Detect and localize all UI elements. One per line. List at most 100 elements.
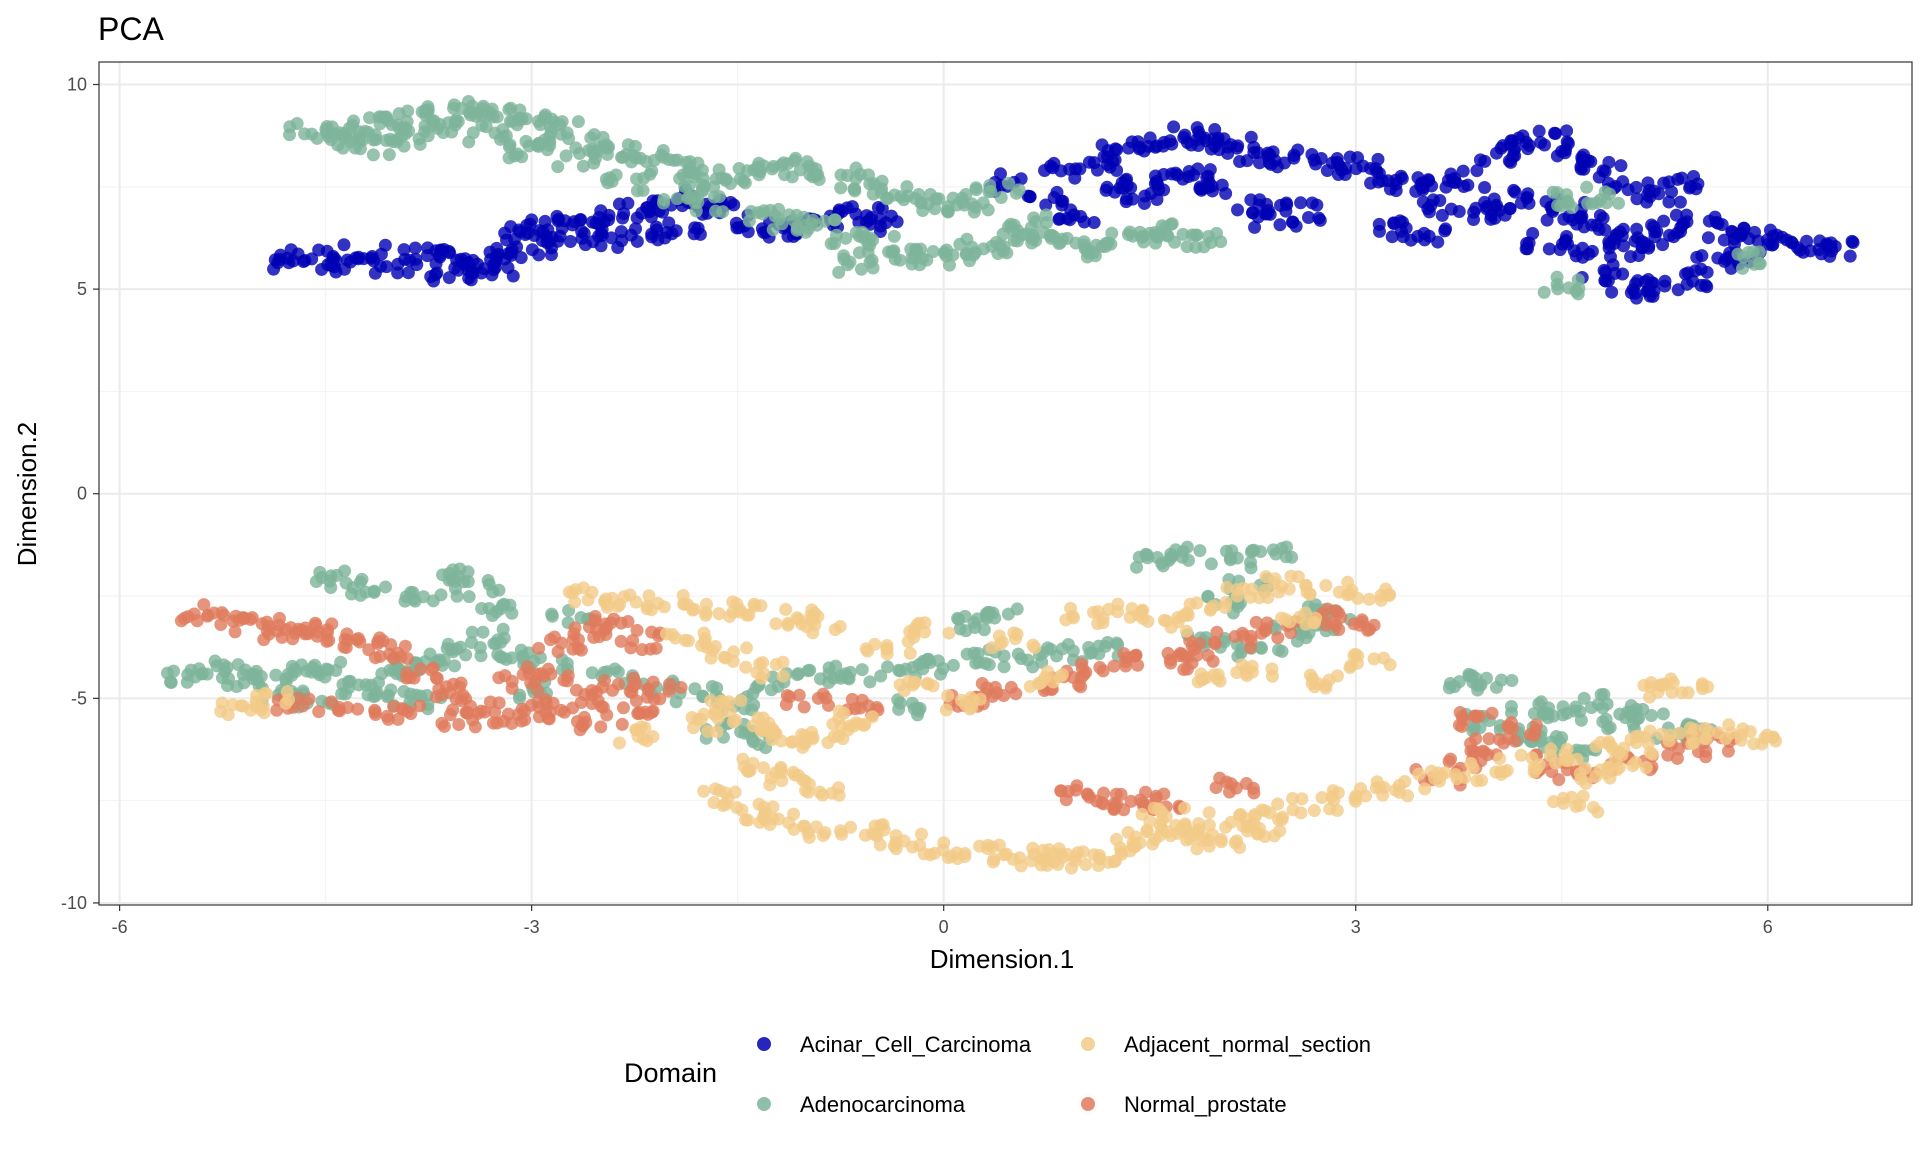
data-point <box>999 847 1013 861</box>
data-point <box>1571 287 1585 301</box>
data-point <box>1665 185 1679 199</box>
chart-title: PCA <box>98 11 164 47</box>
data-point <box>1719 732 1733 746</box>
data-point <box>1736 261 1750 275</box>
data-point <box>366 148 380 162</box>
data-point <box>848 702 862 716</box>
data-point <box>1159 614 1173 628</box>
data-point <box>1241 824 1255 838</box>
data-point <box>594 720 608 734</box>
data-point <box>390 667 404 681</box>
data-point <box>338 564 352 578</box>
data-point <box>1373 780 1387 794</box>
data-point <box>997 689 1011 703</box>
data-point <box>764 683 778 697</box>
data-point <box>551 645 565 659</box>
data-point <box>1191 138 1205 152</box>
data-point <box>880 638 894 652</box>
data-point <box>1644 676 1658 690</box>
data-point <box>789 151 803 165</box>
data-point <box>273 248 287 262</box>
data-point <box>1146 837 1160 851</box>
data-point <box>1523 728 1537 742</box>
data-point <box>1734 733 1748 747</box>
data-point <box>1766 229 1780 243</box>
data-point <box>797 700 811 714</box>
data-point <box>1273 218 1287 232</box>
data-point <box>757 809 771 823</box>
data-point <box>561 669 575 683</box>
data-point <box>1265 662 1279 676</box>
data-point <box>1193 544 1207 558</box>
data-point <box>602 208 616 222</box>
data-point <box>577 226 591 240</box>
data-point <box>379 110 393 124</box>
data-point <box>269 668 283 682</box>
data-point <box>1612 196 1626 210</box>
data-point <box>587 128 601 142</box>
data-point <box>1114 787 1128 801</box>
data-point <box>1548 127 1562 141</box>
data-point <box>1183 597 1197 611</box>
data-point <box>1055 668 1069 682</box>
data-point <box>769 617 783 631</box>
data-point <box>434 588 448 602</box>
data-point <box>877 823 891 837</box>
data-point <box>1286 791 1300 805</box>
data-point <box>1150 550 1164 564</box>
data-point <box>321 663 335 677</box>
data-point <box>884 209 898 223</box>
data-point <box>844 820 858 834</box>
data-point <box>1169 166 1183 180</box>
data-point <box>312 705 326 719</box>
y-tick-label: 0 <box>77 484 87 504</box>
data-point <box>1099 236 1113 250</box>
data-point <box>479 120 493 134</box>
data-point <box>458 258 472 272</box>
data-point <box>229 609 243 623</box>
data-point <box>1294 196 1308 210</box>
data-point <box>1557 195 1571 209</box>
data-point <box>489 255 503 269</box>
data-point <box>1178 817 1192 831</box>
data-point <box>1076 845 1090 859</box>
data-point <box>1681 686 1695 700</box>
data-point <box>756 207 770 221</box>
data-point <box>1565 790 1579 804</box>
data-point <box>1603 771 1617 785</box>
data-point <box>804 609 818 623</box>
data-point <box>1059 613 1073 627</box>
data-point <box>1576 789 1590 803</box>
data-point <box>532 641 546 655</box>
data-point <box>594 239 608 253</box>
data-point <box>1573 210 1587 224</box>
data-point <box>1351 591 1365 605</box>
data-point <box>757 761 771 775</box>
data-point <box>1039 198 1053 212</box>
data-point <box>858 828 872 842</box>
data-point <box>1478 154 1492 168</box>
data-point <box>1271 631 1285 645</box>
data-point <box>670 192 684 206</box>
data-point <box>359 585 373 599</box>
data-point <box>1733 229 1747 243</box>
data-point <box>1263 207 1277 221</box>
data-point <box>524 676 538 690</box>
data-point <box>1690 250 1704 264</box>
data-point <box>730 221 744 235</box>
data-point <box>1658 274 1672 288</box>
data-point <box>681 634 695 648</box>
data-point <box>563 235 577 249</box>
data-point <box>657 600 671 614</box>
data-point <box>490 716 504 730</box>
data-point <box>1814 247 1828 261</box>
data-point <box>1657 214 1671 228</box>
data-point <box>1662 734 1676 748</box>
data-point <box>1152 802 1166 816</box>
data-point <box>940 204 954 218</box>
data-point <box>1126 192 1140 206</box>
data-point <box>257 706 271 720</box>
data-point <box>629 723 643 737</box>
data-point <box>689 204 703 218</box>
data-point <box>909 242 923 256</box>
